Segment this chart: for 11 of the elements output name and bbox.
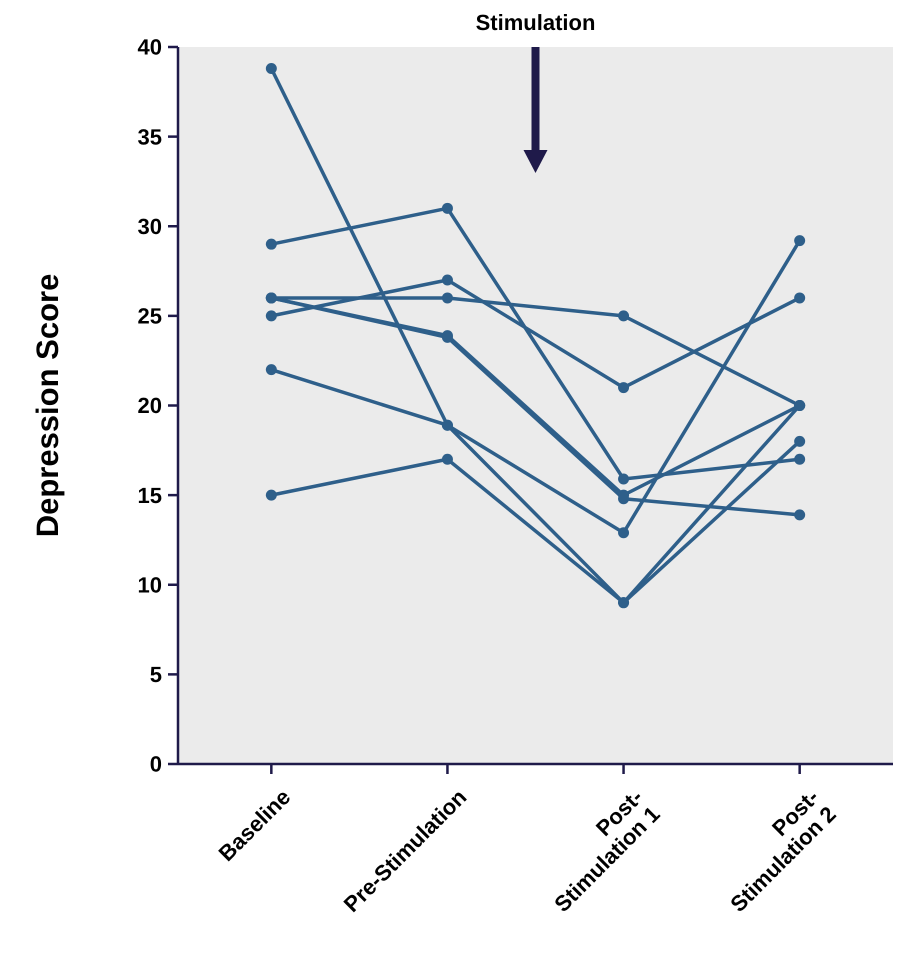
- y-tick-label: 30: [138, 214, 162, 239]
- y-tick-label: 25: [138, 304, 162, 329]
- y-tick-label: 10: [138, 572, 162, 598]
- text: Stimulation: [476, 10, 596, 35]
- y-tick-label: 15: [138, 482, 162, 508]
- y-axis-title: Depression Score: [30, 274, 65, 538]
- y-tick-label: 5: [150, 662, 162, 688]
- y-tick-label: 35: [138, 124, 162, 150]
- y-tick-label: 0: [150, 752, 162, 777]
- y-tick-label: 40: [138, 34, 162, 60]
- y-tick-label: 20: [138, 393, 162, 418]
